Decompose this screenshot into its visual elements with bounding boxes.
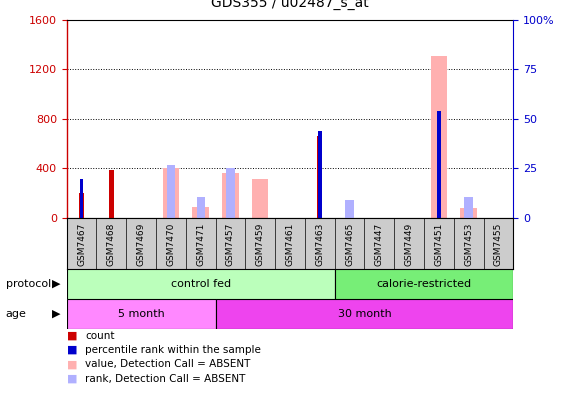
Text: GSM7451: GSM7451 xyxy=(434,223,443,267)
Bar xyxy=(317,136,322,218)
Bar xyxy=(108,169,114,218)
Text: GSM7461: GSM7461 xyxy=(285,223,295,267)
Text: 5 month: 5 month xyxy=(118,309,165,319)
Bar xyxy=(345,200,354,218)
Bar xyxy=(465,197,473,218)
Bar xyxy=(226,168,235,218)
Text: GDS355 / u02487_s_at: GDS355 / u02487_s_at xyxy=(211,0,369,10)
Bar xyxy=(437,111,441,218)
Bar xyxy=(222,173,238,218)
Bar xyxy=(335,269,513,299)
Text: protocol: protocol xyxy=(6,279,51,289)
Text: GSM7468: GSM7468 xyxy=(107,223,116,267)
Text: GSM7453: GSM7453 xyxy=(464,223,473,267)
Bar xyxy=(216,299,513,329)
Text: calorie-restricted: calorie-restricted xyxy=(376,279,472,289)
Text: ■: ■ xyxy=(67,359,77,369)
Text: ▶: ▶ xyxy=(52,309,61,319)
Text: GSM7469: GSM7469 xyxy=(137,223,146,267)
Text: GSM7471: GSM7471 xyxy=(196,223,205,267)
Text: ■: ■ xyxy=(67,345,77,355)
Text: GSM7463: GSM7463 xyxy=(316,223,324,267)
Text: ▶: ▶ xyxy=(52,279,61,289)
Text: percentile rank within the sample: percentile rank within the sample xyxy=(85,345,261,355)
Bar xyxy=(197,197,205,218)
Text: GSM7470: GSM7470 xyxy=(166,223,175,267)
Bar xyxy=(67,269,335,299)
Bar xyxy=(193,207,209,218)
Text: control fed: control fed xyxy=(171,279,231,289)
Text: GSM7457: GSM7457 xyxy=(226,223,235,267)
Text: ■: ■ xyxy=(67,331,77,341)
Bar xyxy=(79,193,84,218)
Text: count: count xyxy=(85,331,115,341)
Bar xyxy=(461,208,477,218)
Text: ■: ■ xyxy=(67,373,77,384)
Bar xyxy=(431,56,447,218)
Bar xyxy=(318,131,321,218)
Bar xyxy=(252,179,269,218)
Text: rank, Detection Call = ABSENT: rank, Detection Call = ABSENT xyxy=(85,373,246,384)
Text: 30 month: 30 month xyxy=(338,309,392,319)
Text: GSM7465: GSM7465 xyxy=(345,223,354,267)
Bar xyxy=(80,179,84,218)
Text: GSM7447: GSM7447 xyxy=(375,223,384,266)
Bar xyxy=(67,299,216,329)
Text: GSM7449: GSM7449 xyxy=(405,223,414,266)
Text: GSM7459: GSM7459 xyxy=(256,223,264,267)
Bar xyxy=(166,165,175,218)
Text: GSM7455: GSM7455 xyxy=(494,223,503,267)
Text: age: age xyxy=(6,309,27,319)
Text: value, Detection Call = ABSENT: value, Detection Call = ABSENT xyxy=(85,359,251,369)
Bar xyxy=(163,168,179,218)
Text: GSM7467: GSM7467 xyxy=(77,223,86,267)
